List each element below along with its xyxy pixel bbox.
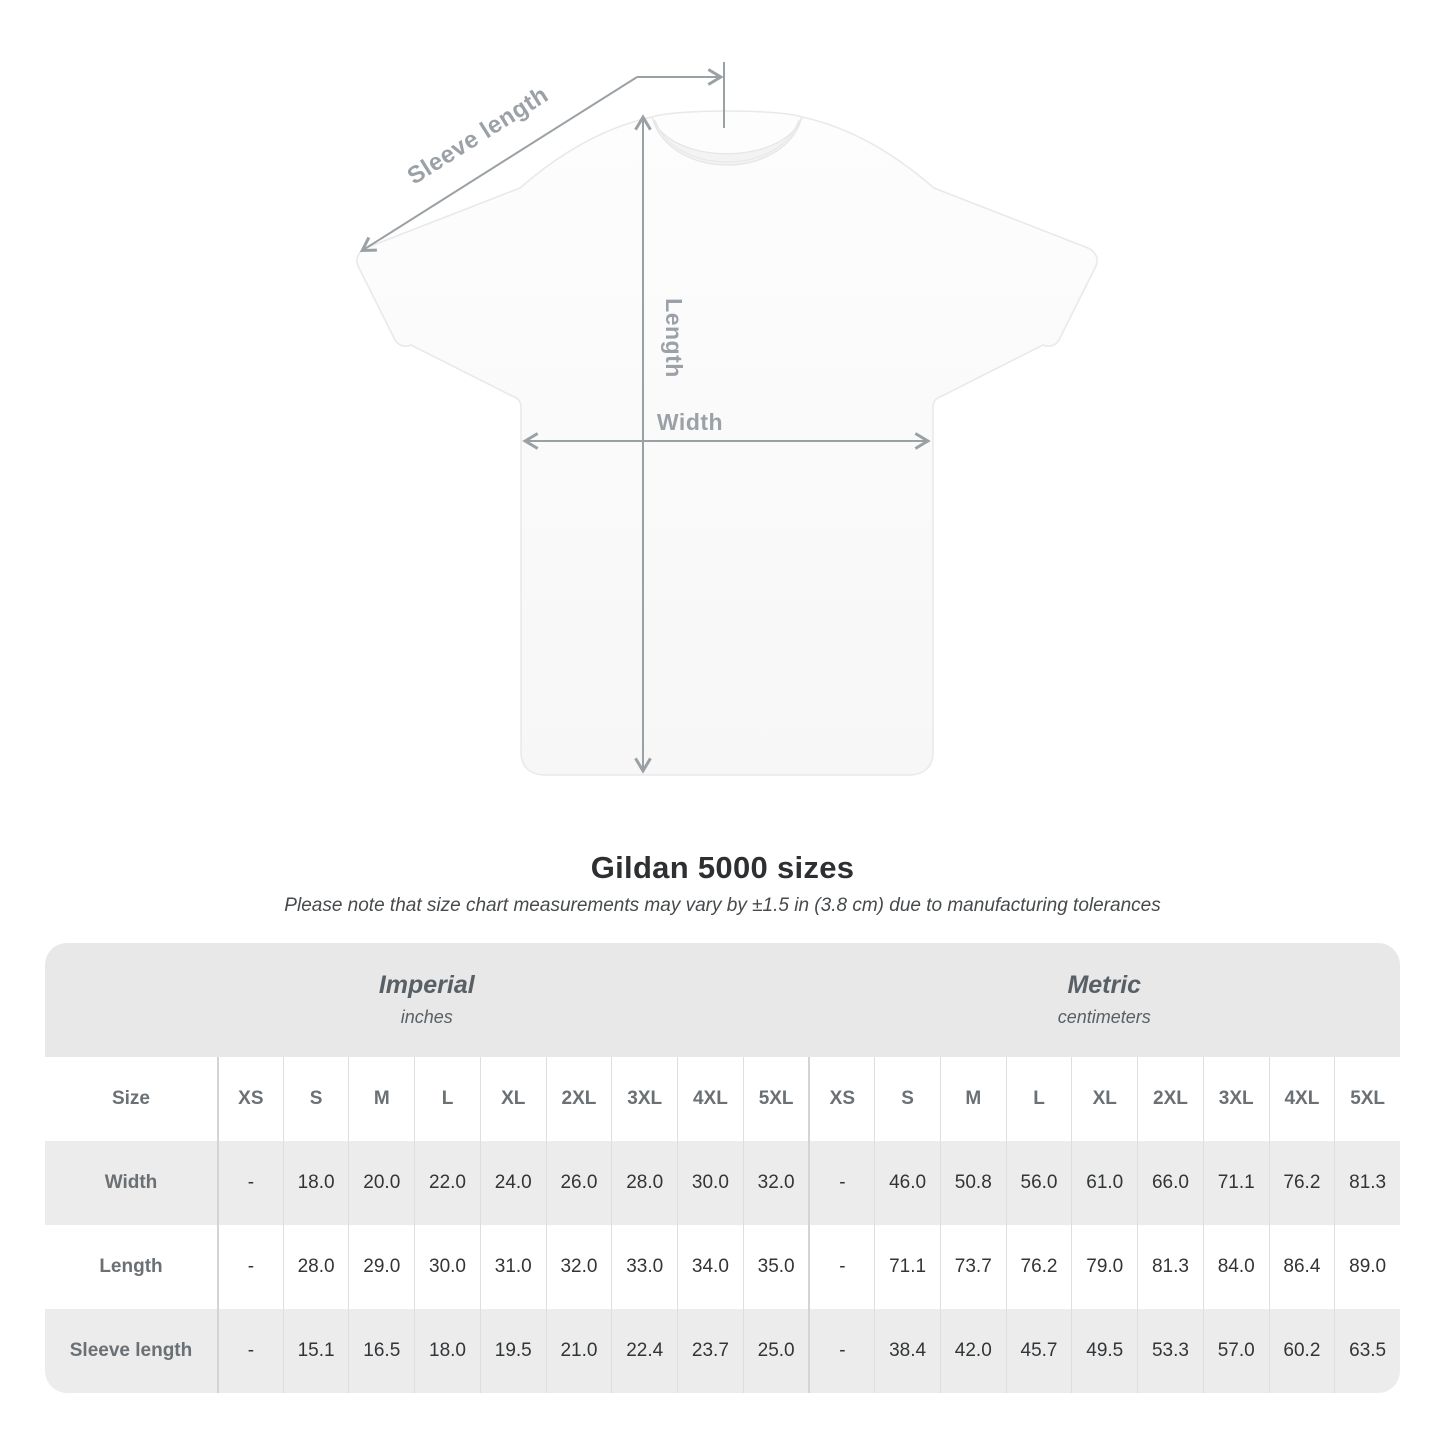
cell-length-metric-5xl: 89.0 (1334, 1224, 1400, 1309)
cell-length-imperial-5xl: 35.0 (742, 1224, 809, 1309)
size-header-metric-m: M (939, 1056, 1006, 1141)
cell-length-imperial-xs: - (217, 1224, 283, 1309)
cell-sleeve-length-imperial-xs: - (217, 1308, 283, 1393)
unit-header-band: Imperial inches Metric centimeters (45, 942, 1400, 1057)
cell-length-metric-s: 71.1 (874, 1224, 940, 1309)
metric-label: Metric (1067, 971, 1142, 1000)
size-header-metric-l: L (1005, 1056, 1072, 1141)
cell-length-imperial-2xl: 32.0 (545, 1224, 612, 1309)
cell-width-metric-m: 50.8 (939, 1140, 1006, 1225)
cell-width-imperial-xs: - (217, 1140, 283, 1225)
sleeve-length-label: Sleeve length (403, 81, 554, 190)
cell-length-metric-xl: 79.0 (1071, 1224, 1138, 1309)
size-header-imperial-m: M (348, 1056, 415, 1141)
size-header-imperial-xs: XS (217, 1056, 283, 1141)
row-label-width: Width (45, 1140, 217, 1225)
tshirt-collar-opening (654, 119, 800, 163)
cell-sleeve-length-imperial-l: 18.0 (414, 1308, 480, 1393)
cell-sleeve-length-metric-4xl: 60.2 (1268, 1308, 1335, 1393)
cell-sleeve-length-metric-l: 45.7 (1005, 1308, 1072, 1393)
cell-width-imperial-l: 22.0 (414, 1140, 480, 1225)
imperial-header: Imperial inches (45, 943, 809, 1057)
cell-width-imperial-s: 18.0 (282, 1140, 349, 1225)
size-column-header: Size (45, 1056, 217, 1141)
length-label: Length (661, 298, 687, 378)
size-header-imperial-4xl: 4XL (677, 1056, 743, 1141)
cell-width-imperial-xl: 24.0 (479, 1140, 546, 1225)
size-header-imperial-2xl: 2XL (545, 1056, 612, 1141)
row-label-length: Length (45, 1224, 217, 1309)
cell-width-metric-s: 46.0 (874, 1140, 940, 1225)
imperial-label: Imperial (378, 971, 475, 1000)
size-header-metric-4xl: 4XL (1268, 1056, 1335, 1141)
size-header-imperial-3xl: 3XL (611, 1056, 678, 1141)
cell-length-metric-2xl: 81.3 (1137, 1224, 1203, 1309)
imperial-unit-label: inches (400, 1007, 453, 1028)
cell-width-metric-xs: - (808, 1140, 875, 1225)
tshirt-graphic: Sleeve length Length Width (356, 62, 1098, 776)
cell-width-imperial-m: 20.0 (348, 1140, 415, 1225)
cell-width-metric-xl: 61.0 (1071, 1140, 1138, 1225)
size-grid: Size XS S M L XL 2XL 3XL 4XL 5XL XS S M L XL 2XL 3XL 4XL 5… (45, 1056, 1400, 1393)
size-header-imperial-5xl: 5XL (742, 1056, 809, 1141)
cell-length-imperial-3xl: 33.0 (611, 1224, 678, 1309)
cell-length-imperial-4xl: 34.0 (677, 1224, 743, 1309)
cell-length-metric-3xl: 84.0 (1202, 1224, 1269, 1309)
cell-length-imperial-l: 30.0 (414, 1224, 480, 1309)
cell-sleeve-length-metric-2xl: 53.3 (1137, 1308, 1203, 1393)
cell-sleeve-length-metric-xs: - (808, 1308, 875, 1393)
size-header-metric-2xl: 2XL (1137, 1056, 1203, 1141)
size-header-imperial-s: S (282, 1056, 349, 1141)
cell-width-metric-5xl: 81.3 (1334, 1140, 1400, 1225)
cell-sleeve-length-imperial-4xl: 23.7 (677, 1308, 743, 1393)
cell-width-metric-l: 56.0 (1005, 1140, 1072, 1225)
cell-sleeve-length-metric-xl: 49.5 (1071, 1308, 1138, 1393)
cell-width-metric-2xl: 66.0 (1137, 1140, 1203, 1225)
cell-width-metric-4xl: 76.2 (1268, 1140, 1335, 1225)
metric-header: Metric centimeters (809, 943, 1400, 1057)
cell-length-metric-xs: - (808, 1224, 875, 1309)
sleeve-length-arrow (359, 76, 638, 253)
cell-length-imperial-xl: 31.0 (479, 1224, 546, 1309)
cell-sleeve-length-imperial-m: 16.5 (348, 1308, 415, 1393)
cell-width-imperial-4xl: 30.0 (677, 1140, 743, 1225)
cell-length-metric-l: 76.2 (1005, 1224, 1072, 1309)
size-header-metric-xs: XS (808, 1056, 875, 1141)
size-chart-table: Imperial inches Metric centimeters Size X… (45, 942, 1400, 1393)
cell-length-metric-4xl: 86.4 (1268, 1224, 1335, 1309)
cell-sleeve-length-metric-5xl: 63.5 (1334, 1308, 1400, 1393)
cell-length-imperial-s: 28.0 (282, 1224, 349, 1309)
cell-width-imperial-3xl: 28.0 (611, 1140, 678, 1225)
cell-sleeve-length-imperial-2xl: 21.0 (545, 1308, 612, 1393)
cell-width-metric-3xl: 71.1 (1202, 1140, 1269, 1225)
tshirt-measurement-diagram: Sleeve length Length Width (356, 62, 1098, 776)
size-header-metric-xl: XL (1071, 1056, 1138, 1141)
cell-length-imperial-m: 29.0 (348, 1224, 415, 1309)
width-label: Width (657, 409, 723, 435)
metric-unit-label: centimeters (1057, 1007, 1151, 1028)
cell-sleeve-length-imperial-3xl: 22.4 (611, 1308, 678, 1393)
tshirt-body (356, 110, 1098, 776)
cell-sleeve-length-metric-m: 42.0 (939, 1308, 1006, 1393)
page-subtitle: Please note that size chart measurements… (284, 895, 1161, 917)
size-header-imperial-xl: XL (479, 1056, 546, 1141)
cell-sleeve-length-imperial-s: 15.1 (282, 1308, 349, 1393)
size-header-imperial-l: L (414, 1056, 480, 1141)
row-label-sleeve-length: Sleeve length (45, 1308, 217, 1393)
title-block: Gildan 5000 sizes Please note that size … (0, 850, 1445, 918)
size-header-metric-3xl: 3XL (1202, 1056, 1269, 1141)
cell-width-imperial-2xl: 26.0 (545, 1140, 612, 1225)
cell-sleeve-length-metric-3xl: 57.0 (1202, 1308, 1269, 1393)
cell-sleeve-length-imperial-5xl: 25.0 (742, 1308, 809, 1393)
cell-width-imperial-5xl: 32.0 (742, 1140, 809, 1225)
size-header-metric-s: S (874, 1056, 940, 1141)
page-title: Gildan 5000 sizes (590, 850, 855, 885)
cell-sleeve-length-imperial-xl: 19.5 (479, 1308, 546, 1393)
cell-length-metric-m: 73.7 (939, 1224, 1006, 1309)
cell-sleeve-length-metric-s: 38.4 (874, 1308, 940, 1393)
size-header-metric-5xl: 5XL (1334, 1056, 1400, 1141)
tshirt-collar (651, 116, 803, 166)
